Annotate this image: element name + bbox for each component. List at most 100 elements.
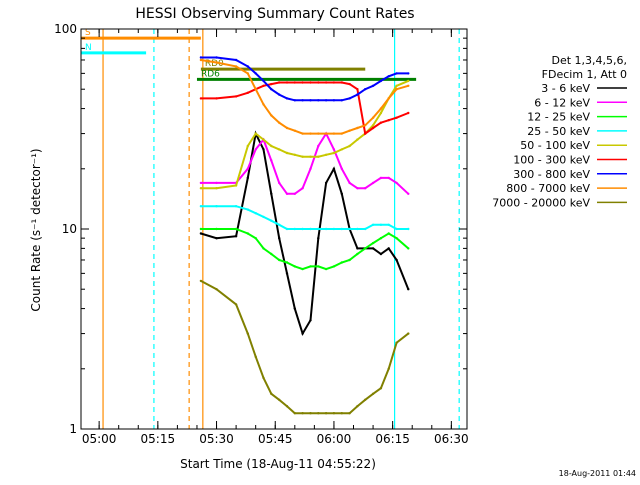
series-1-point-10 xyxy=(301,187,304,190)
series-2-point-15 xyxy=(340,261,343,264)
series-5-point-21 xyxy=(387,119,390,122)
series-1-point-6 xyxy=(270,159,273,162)
series-4-point-19 xyxy=(371,124,375,127)
series-8-point-10 xyxy=(301,412,304,415)
series-7-point-7 xyxy=(278,121,281,124)
series-1-point-18 xyxy=(364,187,367,190)
series-6-point-2 xyxy=(234,58,238,62)
series-3-point-17 xyxy=(356,227,359,231)
series-0-point-7 xyxy=(278,237,281,240)
series-2-point-12 xyxy=(317,265,320,268)
series-3-point-16 xyxy=(348,227,351,231)
series-7-point-5 xyxy=(262,103,265,106)
series-1-point-22 xyxy=(395,181,398,185)
series-5-point-20 xyxy=(379,121,383,124)
series-8-point-12 xyxy=(317,412,320,415)
series-2-point-9 xyxy=(293,265,296,268)
series-8-point-22 xyxy=(395,341,398,344)
series-3-point-1 xyxy=(215,205,218,208)
series-3-point-11 xyxy=(309,227,312,231)
series-2-point-0 xyxy=(199,227,203,231)
series-6-point-22 xyxy=(395,72,398,75)
legend-label-1: 6 - 12 keV xyxy=(534,96,590,109)
series-5-point-2 xyxy=(234,95,238,98)
series-8-point-15 xyxy=(340,412,343,415)
series-1-point-0 xyxy=(199,181,203,185)
x-tick-label-6: 06:30 xyxy=(434,432,469,446)
series-6-point-3 xyxy=(246,65,249,68)
y-tick-label-0: 1 xyxy=(69,422,77,436)
series-6-point-4 xyxy=(254,72,257,75)
series-6-point-12 xyxy=(317,99,320,102)
series-6-point-18 xyxy=(364,88,367,91)
series-2-point-7 xyxy=(278,258,281,262)
series-8-point-14 xyxy=(332,412,336,415)
series-1-point-23 xyxy=(407,192,410,195)
series-line-7 xyxy=(200,59,409,135)
x-tick-label-5: 06:15 xyxy=(375,432,410,446)
series-1-point-19 xyxy=(371,181,375,185)
series-line-6 xyxy=(200,56,409,102)
series-3-point-22 xyxy=(395,227,398,231)
series-4-point-9 xyxy=(293,153,296,156)
series-2-point-16 xyxy=(348,258,351,262)
series-line-3 xyxy=(200,205,409,230)
series-3-point-15 xyxy=(340,227,343,231)
series-5-point-17 xyxy=(356,88,359,91)
series-0-point-0 xyxy=(199,232,203,235)
series-6-point-13 xyxy=(324,99,328,102)
series-2-point-3 xyxy=(246,232,249,235)
legend-label-6: 300 - 800 keV xyxy=(513,168,590,181)
series-0-point-15 xyxy=(340,192,343,195)
series-7-point-10 xyxy=(301,132,304,135)
series-4-point-1 xyxy=(215,187,218,190)
series-1-point-7 xyxy=(278,181,281,185)
legend-header-1: FDecim 1, Att 0 xyxy=(542,68,627,81)
series-0-point-23 xyxy=(407,288,410,291)
series-5-point-6 xyxy=(270,82,273,86)
series-3-point-6 xyxy=(270,219,273,222)
series-5-point-22 xyxy=(395,116,398,119)
x-tick-label-3: 05:45 xyxy=(258,432,293,446)
chart-title: HESSI Observing Summary Count Rates xyxy=(135,6,414,22)
series-layer xyxy=(199,56,410,415)
series-1-point-11 xyxy=(309,167,312,170)
series-2-point-2 xyxy=(234,227,238,231)
series-3-point-13 xyxy=(324,227,328,231)
series-2-point-18 xyxy=(364,247,367,250)
series-7-point-21 xyxy=(387,97,390,100)
series-0-point-9 xyxy=(293,307,296,310)
series-5-point-3 xyxy=(246,91,249,95)
series-8-point-19 xyxy=(371,392,375,395)
series-6-point-7 xyxy=(278,93,281,96)
series-0-point-14 xyxy=(332,167,336,170)
series-3-point-14 xyxy=(332,227,336,231)
y-tick-label-1: 10 xyxy=(62,222,77,236)
series-4-point-23 xyxy=(407,79,410,83)
series-8-point-23 xyxy=(407,332,410,335)
series-0-point-11 xyxy=(309,319,312,322)
annotation-label-0: S xyxy=(85,28,91,38)
series-4-point-8 xyxy=(285,151,289,155)
series-8-point-20 xyxy=(379,387,383,390)
series-4-point-15 xyxy=(340,148,343,151)
series-4-point-20 xyxy=(379,111,383,115)
series-3-point-12 xyxy=(317,227,320,231)
series-8-point-9 xyxy=(293,412,296,415)
series-4-point-6 xyxy=(270,144,273,148)
series-2-point-6 xyxy=(270,252,273,256)
series-6-point-21 xyxy=(387,75,390,78)
legend-label-0: 3 - 6 keV xyxy=(541,82,590,95)
legend-header-0: Det 1,3,4,5,6, xyxy=(551,54,627,67)
series-4-point-3 xyxy=(246,144,249,148)
series-1-point-15 xyxy=(340,167,343,170)
series-1-point-8 xyxy=(285,192,289,195)
series-7-point-12 xyxy=(317,132,320,135)
series-3-point-4 xyxy=(254,212,257,215)
legend-label-4: 50 - 100 keV xyxy=(520,139,590,152)
series-2-point-17 xyxy=(356,252,359,256)
series-8-point-8 xyxy=(285,405,289,408)
series-1-point-21 xyxy=(387,176,390,180)
series-line-0 xyxy=(200,130,410,337)
series-4-point-22 xyxy=(395,84,398,88)
